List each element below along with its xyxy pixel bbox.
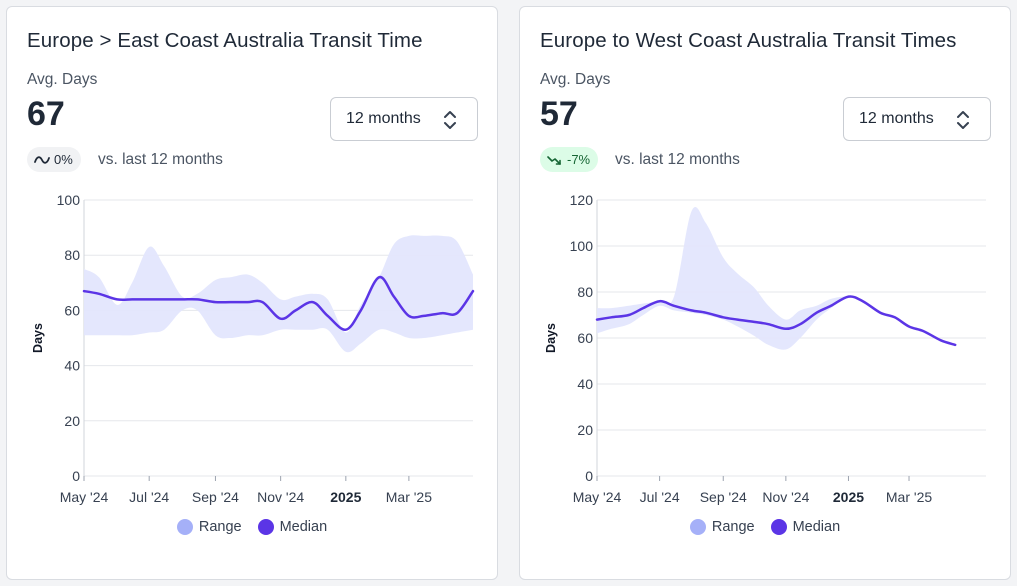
avg-value: 57 [540,95,578,133]
transit-chart: 0 20 40 60 80 100 Days May '24 Jul '24 Sep '24 Nov… [31,192,475,505]
x-tick-label: Jul '24 [129,489,169,505]
x-tick-label: May '24 [60,489,109,505]
y-tick-label: 40 [577,376,593,392]
chevron-up-down-icon [444,111,456,129]
change-value: 0% [54,152,73,167]
y-tick-label: 60 [577,330,593,346]
y-tick-label: 80 [577,284,593,300]
x-tick-label: Jul '24 [640,489,680,505]
x-tick-label: 2025 [330,489,361,505]
avg-label: Avg. Days [540,71,611,88]
x-tick-label: Mar '25 [386,489,432,505]
y-tick-label: 40 [64,358,80,374]
legend-label-median: Median [792,519,841,535]
x-tick-label: 2025 [833,489,864,505]
median-swatch [770,519,787,535]
x-tick-label: Mar '25 [886,489,932,505]
median-line [82,275,475,331]
transit-chart: 0 20 40 60 80 100 120 Days May '24 Jul '24 Sep '24… [544,192,986,505]
transit-card-west: Europe to West Coast Australia Transit T… [519,6,1011,580]
y-tick-label: 100 [570,238,594,254]
y-tick-label: 120 [570,192,594,208]
median-line [595,295,957,347]
chart-legend: Range Median [520,519,1010,535]
x-tick-label: Nov '24 [257,489,304,505]
card-title: Europe > East Coast Australia Transit Ti… [27,29,423,52]
change-value: -7% [567,152,591,167]
legend-item-median[interactable]: Median [257,519,328,535]
period-select[interactable]: 12 months [843,97,991,141]
legend-label-range: Range [711,519,755,535]
y-tick-label: 20 [64,413,80,429]
wave-icon [34,155,50,164]
y-axis-label: Days [31,323,45,353]
y-tick-label: 0 [585,468,593,484]
period-select[interactable]: 12 months [330,97,478,141]
chart-legend: Range Median [7,519,497,535]
avg-label: Avg. Days [27,71,98,88]
legend-item-range[interactable]: Range [689,519,755,535]
comparison-text: vs. last 12 months [615,151,740,168]
y-tick-label: 80 [64,247,80,263]
chevron-up-down-icon [957,111,969,129]
legend-label-range: Range [198,519,242,535]
range-band [597,207,956,350]
x-tick-label: Nov '24 [762,489,809,505]
range-swatch [176,519,193,535]
legend-label-median: Median [279,519,328,535]
period-select-value: 12 months [859,110,934,127]
card-title: Europe to West Coast Australia Transit T… [540,29,957,52]
transit-card-east: Europe > East Coast Australia Transit Ti… [6,6,498,580]
y-tick-label: 0 [72,468,80,484]
x-tick-label: May '24 [573,489,622,505]
y-tick-label: 60 [64,302,80,318]
comparison-text: vs. last 12 months [98,151,223,168]
legend-item-range[interactable]: Range [176,519,242,535]
median-swatch [257,519,274,535]
range-band [84,235,473,353]
period-select-value: 12 months [346,110,421,127]
x-tick-label: Sep '24 [192,489,239,505]
legend-item-median[interactable]: Median [770,519,841,535]
y-axis-label: Days [544,323,558,353]
range-swatch [689,519,706,535]
trend-down-icon [547,155,561,165]
change-badge: -7% [540,147,599,172]
x-tick-label: Sep '24 [700,489,747,505]
y-tick-label: 100 [57,192,81,208]
y-tick-label: 20 [577,422,593,438]
avg-value: 67 [27,95,65,133]
change-badge: 0% [27,147,81,172]
